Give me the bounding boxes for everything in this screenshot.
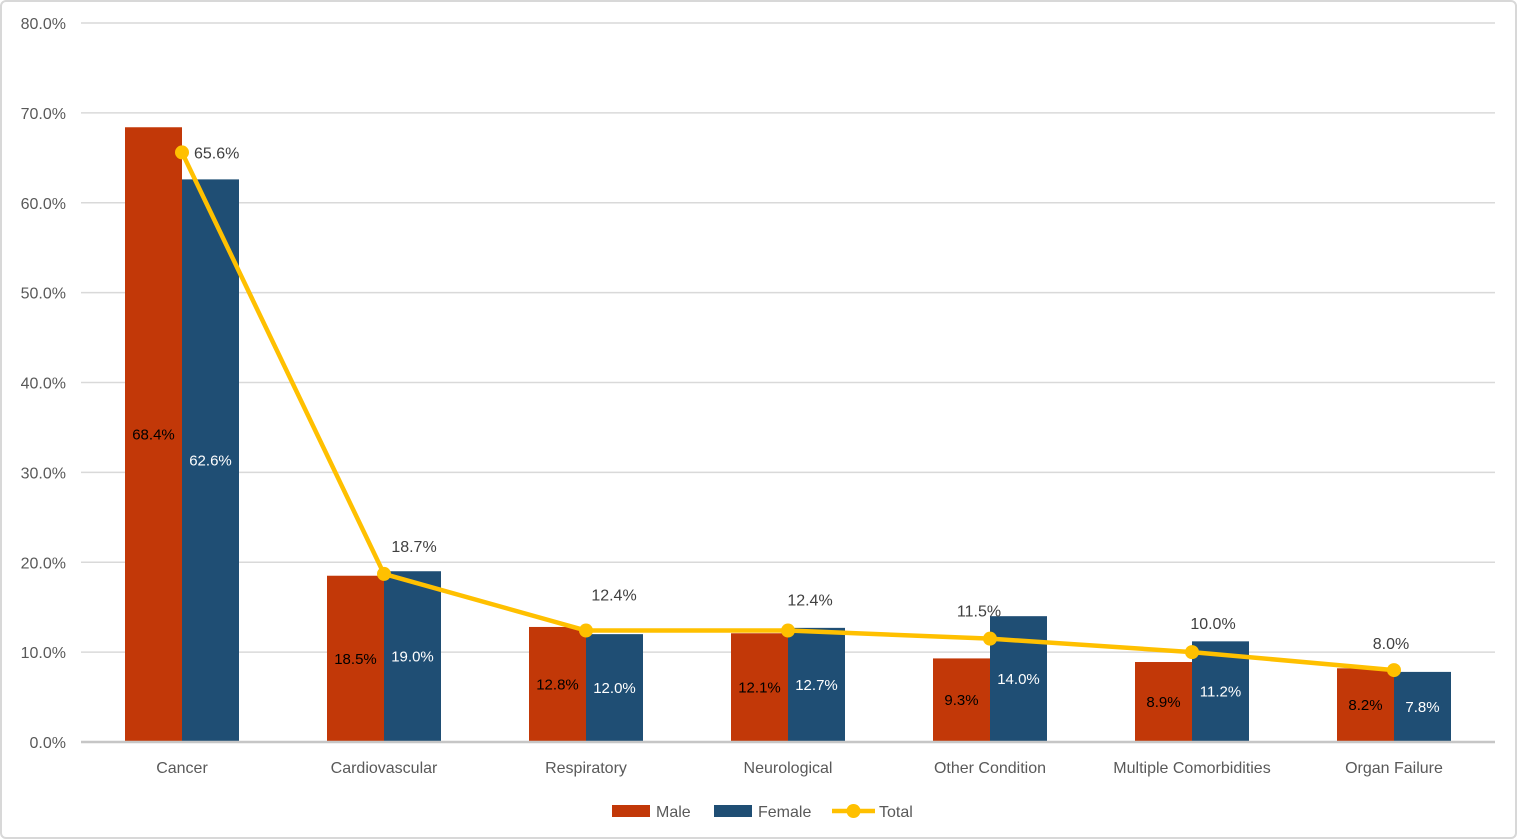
legend-label-female: Female [758, 804, 811, 821]
total-marker-4 [983, 631, 997, 646]
total-marker-6 [1387, 663, 1401, 678]
bar-male-6 [1337, 668, 1394, 742]
total-marker-1 [377, 566, 391, 581]
y-axis-tick-label: 60.0% [21, 196, 66, 213]
legend-swatch-female [714, 805, 752, 817]
legend-marker-total [846, 804, 861, 818]
y-axis-tick-label: 0.0% [30, 735, 66, 752]
bar-male-4 [933, 658, 990, 742]
total-value-label-5: 10.0% [1190, 616, 1235, 633]
total-value-label-2: 12.4% [591, 588, 636, 605]
y-axis-tick-label: 70.0% [21, 106, 66, 123]
bar-value-label-male-1: 18.5% [334, 651, 377, 668]
bar-value-label-female-1: 19.0% [391, 649, 434, 666]
legend-label-male: Male [656, 804, 691, 821]
legend-swatch-male [612, 805, 650, 817]
bar-value-label-female-0: 62.6% [189, 453, 232, 470]
bar-female-2 [586, 634, 643, 742]
x-axis-category-label-2: Respiratory [545, 760, 627, 777]
bar-male-2 [529, 626, 586, 742]
total-value-label-3: 12.4% [787, 593, 832, 610]
bar-value-label-female-3: 12.7% [795, 677, 838, 694]
bar-value-label-female-5: 11.2% [1200, 684, 1241, 701]
total-marker-3 [781, 623, 795, 638]
bar-value-label-female-4: 14.0% [997, 671, 1040, 688]
x-axis-category-label-4: Other Condition [934, 760, 1046, 777]
bar-female-3 [788, 627, 845, 742]
y-axis-tick-label: 10.0% [21, 645, 66, 662]
bar-female-6 [1394, 671, 1451, 742]
x-axis-category-label-1: Cardiovascular [331, 760, 438, 777]
x-axis-category-label-0: Cancer [156, 760, 208, 777]
bar-value-label-male-0: 68.4% [132, 427, 175, 444]
bar-male-3 [731, 633, 788, 742]
total-value-label-6: 8.0% [1373, 636, 1409, 653]
total-value-label-4: 11.5% [957, 604, 1001, 621]
total-marker-0 [175, 145, 189, 160]
bar-male-0 [125, 127, 182, 742]
bar-value-label-male-3: 12.1% [738, 680, 781, 697]
bar-value-label-male-2: 12.8% [536, 676, 579, 693]
total-marker-5 [1185, 645, 1199, 660]
x-axis-category-label-6: Organ Failure [1345, 760, 1443, 777]
bar-value-label-female-2: 12.0% [593, 680, 636, 697]
total-marker-2 [579, 623, 593, 638]
x-axis-category-label-3: Neurological [744, 760, 833, 777]
y-axis-tick-label: 20.0% [21, 555, 66, 572]
bar-value-label-male-6: 8.2% [1348, 697, 1382, 714]
bar-male-5 [1135, 662, 1192, 742]
bar-value-label-male-5: 8.9% [1146, 694, 1180, 711]
total-value-label-1: 18.7% [391, 539, 436, 556]
y-axis-tick-label: 30.0% [21, 465, 66, 482]
bar-value-label-female-6: 7.8% [1405, 699, 1439, 716]
total-value-label-0: 65.6% [194, 145, 239, 162]
bar-value-label-male-4: 9.3% [944, 692, 978, 709]
x-axis-category-label-5: Multiple Comorbidities [1113, 760, 1270, 777]
y-axis-tick-label: 40.0% [21, 376, 66, 393]
bar-female-0 [182, 179, 239, 742]
bar-male-1 [327, 575, 384, 742]
y-axis-tick-label: 50.0% [21, 286, 66, 303]
y-axis-tick-label: 80.0% [21, 16, 66, 33]
legend-label-total: Total [879, 804, 913, 821]
bar-female-1 [384, 571, 441, 742]
